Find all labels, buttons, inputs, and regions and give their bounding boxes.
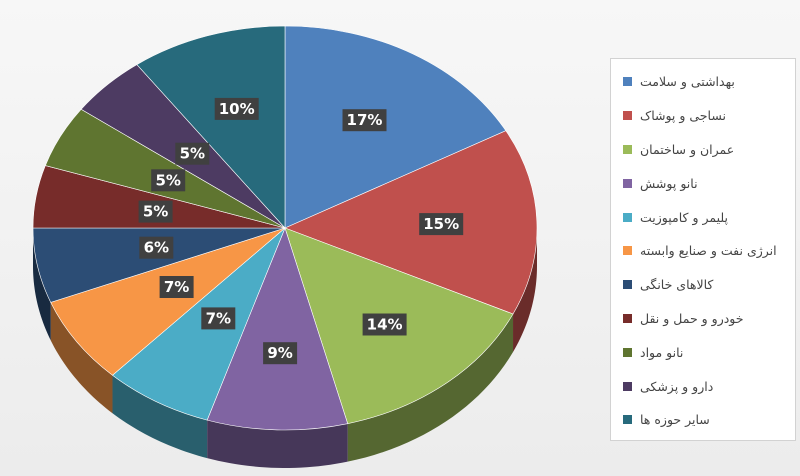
data-label: 7%	[159, 276, 194, 298]
legend-label: نساجی و پوشاک	[640, 108, 726, 124]
pie-label-layer: 17%15%14%9%7%7%6%5%5%5%10%	[138, 97, 464, 365]
legend-swatch	[623, 77, 632, 87]
legend-item: نانو مواد	[623, 335, 787, 369]
legend-label: نانو مواد	[640, 344, 684, 360]
data-label: 17%	[342, 109, 387, 132]
pie-slice-side	[207, 420, 348, 468]
data-label-box	[175, 142, 210, 165]
legend-swatch	[623, 381, 632, 391]
legend-swatch	[623, 111, 632, 121]
data-label-text: 6%	[144, 239, 169, 257]
data-label-box	[201, 307, 236, 330]
data-label-box	[263, 342, 298, 365]
legend-item: سایر حوزه ها	[623, 403, 787, 437]
legend-swatch	[623, 347, 632, 357]
legend-item: نانو پوشش	[623, 166, 787, 200]
legend-swatch	[623, 415, 632, 425]
data-label: 15%	[419, 213, 464, 236]
legend-label: خودرو و حمل و نقل	[640, 310, 744, 326]
data-label-text: 10%	[219, 100, 255, 118]
data-label-text: 7%	[164, 278, 189, 296]
legend-label: پلیمر و کامپوزیت	[640, 209, 728, 225]
data-label-box	[419, 213, 464, 236]
data-label-text: 14%	[367, 316, 403, 334]
data-label-text: 7%	[206, 309, 231, 327]
legend-item: کالاهای خانگی	[623, 268, 787, 302]
legend-item: بهداشتی و سلامت	[623, 65, 787, 99]
data-label-box	[138, 200, 173, 223]
legend-swatch	[623, 313, 632, 323]
legend-swatch	[623, 280, 632, 290]
data-label: 9%	[263, 342, 298, 365]
data-label: 5%	[175, 142, 210, 165]
pie-slice	[284, 25, 507, 229]
pie-slice-side	[112, 375, 208, 459]
pie-slice	[206, 227, 349, 431]
legend-swatch	[623, 178, 632, 188]
pie-slice	[50, 227, 286, 376]
pie-slice	[112, 227, 286, 421]
data-label-text: 9%	[267, 344, 292, 362]
data-label-box	[151, 169, 186, 192]
data-label: 14%	[362, 313, 407, 336]
data-label: 5%	[151, 169, 186, 192]
legend-item: خودرو و حمل و نقل	[623, 302, 787, 336]
pie-slice	[136, 25, 286, 229]
legend-label: دارو و پزشکی	[640, 378, 714, 394]
data-label-text: 5%	[155, 171, 180, 189]
legend-swatch	[623, 212, 632, 222]
legend-label: نانو پوشش	[640, 175, 698, 191]
pie-slice-side	[347, 314, 514, 462]
legend-label: عمران و ساختمان	[640, 141, 735, 157]
legend-label: بهداشتی و سلامت	[640, 74, 735, 90]
data-label-box	[342, 109, 387, 132]
pie-depth-layer	[33, 228, 537, 468]
legend-swatch	[623, 246, 632, 256]
legend-item: انرژی نفت و صنایع وابسته	[623, 234, 787, 268]
data-label: 5%	[138, 200, 173, 223]
pie-slice-side	[50, 302, 113, 414]
legend-item: دارو و پزشکی	[623, 369, 787, 403]
legend-label: سایر حوزه ها	[640, 412, 710, 428]
pie-slice	[284, 130, 538, 315]
data-label-text: 17%	[347, 111, 383, 129]
legend-item: پلیمر و کامپوزیت	[623, 200, 787, 234]
data-label-box	[139, 236, 174, 259]
legend-item: نساجی و پوشاک	[623, 99, 787, 133]
data-label-box	[214, 97, 259, 120]
data-label-text: 5%	[143, 203, 168, 221]
legend-label: انرژی نفت و صنایع وابسته	[640, 243, 777, 259]
legend: بهداشتی و سلامت نساجی و پوشاک عمران و ساخت…	[610, 58, 796, 441]
data-label: 6%	[139, 236, 174, 259]
pie-slice-side	[33, 228, 51, 341]
data-label-text: 5%	[180, 145, 205, 163]
data-label-box	[159, 276, 194, 298]
data-label-box	[362, 313, 407, 336]
legend-swatch	[623, 144, 632, 154]
data-label: 10%	[214, 97, 259, 120]
legend-label: کالاهای خانگی	[640, 277, 714, 293]
data-label-text: 15%	[423, 215, 459, 233]
data-label: 7%	[201, 307, 236, 330]
legend-item: عمران و ساختمان	[623, 133, 787, 167]
